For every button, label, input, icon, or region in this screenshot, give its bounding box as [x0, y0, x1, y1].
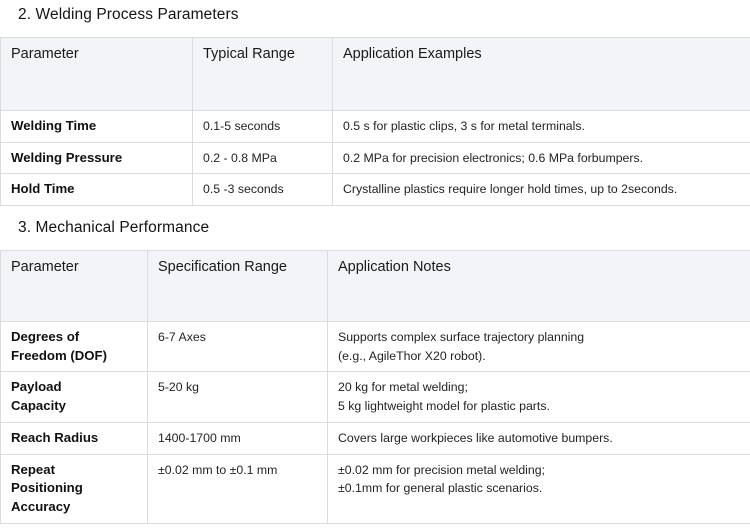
cell-specification-range: 6-7 Axes [147, 320, 328, 373]
cell-application-notes: 20 kg for metal welding; 5 kg lightweigh… [327, 371, 750, 423]
cell-application-examples: 0.2 MPa for precision electronics; 0.6 M… [332, 141, 750, 175]
cell-typical-range: 0.5 -3 seconds [192, 173, 333, 207]
cell-text-line: Crystalline plastics require longer hold… [343, 182, 678, 197]
cell-specification-range: ±0.02 mm to ±0.1 mm [147, 453, 328, 524]
table-header-row: Parameter Typical Range Application Exam… [0, 37, 750, 111]
cell-parameter: Reach Radius [0, 421, 148, 455]
column-header-specification-range: Specification Range [147, 250, 328, 322]
cell-text-line: ±0.02 mm for precision metal welding; [338, 462, 545, 477]
cell-text-line: 20 kg for metal welding; [338, 380, 468, 395]
cell-parameter: Repeat Positioning Accuracy [0, 453, 148, 524]
cell-typical-range: 0.1-5 seconds [192, 110, 333, 143]
cell-parameter: Hold Time [0, 173, 193, 207]
table-row: Payload Capacity 5-20 kg 20 kg for metal… [0, 371, 750, 423]
cell-application-notes: Covers large workpieces like automotive … [327, 421, 750, 455]
cell-text-line: Covers large workpieces like automotive … [338, 430, 613, 445]
cell-parameter: Welding Pressure [0, 141, 193, 175]
cell-text-line: 0.5 s for plastic clips, 3 s for metal t… [343, 119, 585, 133]
cell-application-notes: ±0.02 mm for precision metal welding; ±0… [327, 453, 750, 524]
cell-application-notes: Supports complex surface trajectory plan… [327, 320, 750, 373]
cell-application-examples: 0.5 s for plastic clips, 3 s for metal t… [332, 110, 750, 143]
cell-text-line: ±0.1mm for general plastic scenarios. [338, 481, 543, 496]
table-row: Reach Radius 1400-1700 mm Covers large w… [0, 421, 750, 455]
mechanical-performance-table: Parameter Specification Range Applicatio… [0, 250, 750, 524]
section-heading-welding-process-parameters: 2. Welding Process Parameters [18, 6, 239, 23]
cell-text-line: (e.g., AgileThor X20 robot). [338, 348, 486, 363]
cell-parameter: Welding Time [0, 110, 193, 143]
cell-text-line: 5 kg lightweight model for plastic parts… [338, 399, 550, 414]
column-header-typical-range: Typical Range [192, 37, 333, 111]
column-header-parameter: Parameter [0, 37, 193, 111]
cell-parameter: Payload Capacity [0, 371, 148, 423]
cell-specification-range: 1400-1700 mm [147, 421, 328, 455]
table-row: Repeat Positioning Accuracy ±0.02 mm to … [0, 453, 750, 524]
table-row: Hold Time 0.5 -3 seconds Crystalline pla… [0, 173, 750, 207]
cell-specification-range: 5-20 kg [147, 371, 328, 423]
table-row: Degrees of Freedom (DOF) 6-7 Axes Suppor… [0, 320, 750, 373]
section-heading-mechanical-performance: 3. Mechanical Performance [18, 219, 210, 236]
welding-process-parameters-table: Parameter Typical Range Application Exam… [0, 37, 750, 207]
table-row: Welding Time 0.1-5 seconds 0.5 s for pla… [0, 110, 750, 143]
table-row: Welding Pressure 0.2 - 0.8 MPa 0.2 MPa f… [0, 141, 750, 175]
column-header-application-notes: Application Notes [327, 250, 750, 322]
cell-typical-range: 0.2 - 0.8 MPa [192, 141, 333, 175]
column-header-parameter: Parameter [0, 250, 148, 322]
table-header-row: Parameter Specification Range Applicatio… [0, 250, 750, 322]
column-header-application-examples: Application Examples [332, 37, 750, 111]
cell-application-examples: Crystalline plastics require longer hold… [332, 173, 750, 207]
cell-parameter: Degrees of Freedom (DOF) [0, 320, 148, 373]
cell-text-line: Supports complex surface trajectory plan… [338, 330, 585, 344]
cell-text-line: 0.2 MPa for precision electronics; 0.6 M… [343, 150, 644, 165]
